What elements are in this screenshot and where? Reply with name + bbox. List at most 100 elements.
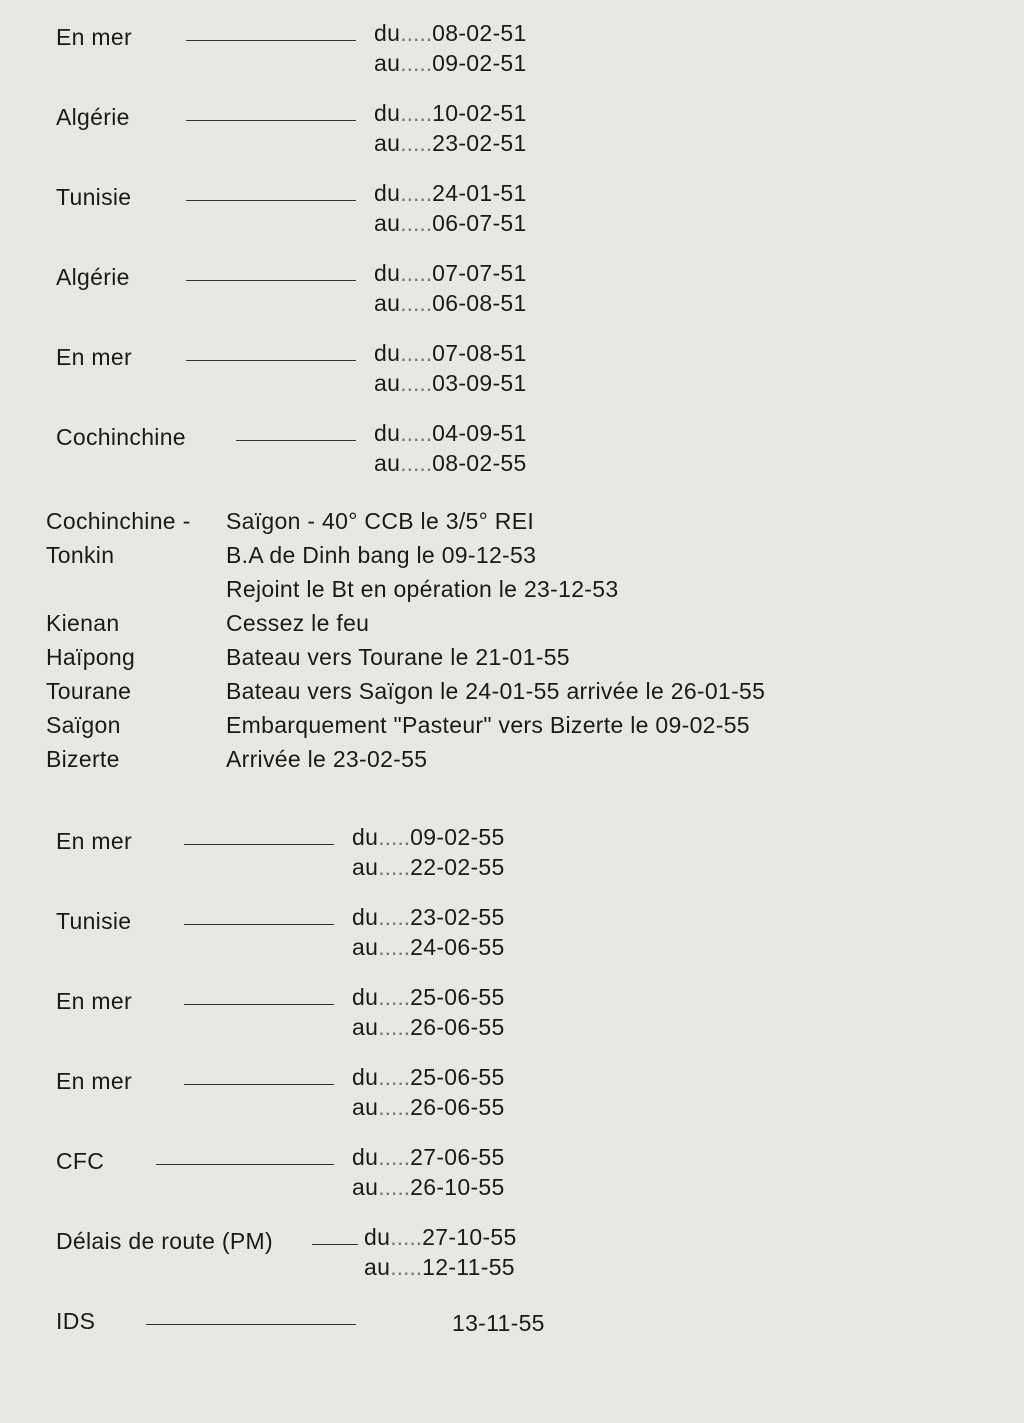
date-to: 26-06-55	[410, 1014, 504, 1040]
date-to: 08-02-55	[432, 450, 526, 476]
note-text: Saïgon - 40° CCB le 3/5° REI	[226, 504, 984, 538]
note-row: Rejoint le Bt en opération le 23-12-53	[46, 572, 984, 606]
rule-line	[146, 1324, 356, 1325]
date-from: 08-02-51	[432, 20, 526, 46]
period-dates: du.....25-06-55 au.....26-06-55	[352, 982, 505, 1042]
period-row: En mer du.....25-06-55 au.....26-06-55	[56, 982, 984, 1048]
period-label: Tunisie	[56, 184, 131, 211]
rule-line	[184, 844, 334, 845]
period-dates: 13-11-55	[452, 1308, 545, 1338]
date-to: 23-02-51	[432, 130, 526, 156]
rule-line	[184, 1004, 334, 1005]
note-text: Embarquement "Pasteur" vers Bizerte le 0…	[226, 708, 984, 742]
note-location: Haïpong	[46, 640, 226, 674]
period-label: Tunisie	[56, 908, 131, 935]
date-from: 07-08-51	[432, 340, 526, 366]
note-location: Saïgon	[46, 708, 226, 742]
period-row: Algérie du.....07-07-51 au.....06-08-51	[56, 258, 984, 324]
note-text: Arrivée le 23-02-55	[226, 742, 984, 776]
period-dates: du.....25-06-55 au.....26-06-55	[352, 1062, 505, 1122]
notes-block: Cochinchine - Saïgon - 40° CCB le 3/5° R…	[46, 504, 984, 776]
note-location	[46, 572, 226, 606]
note-location: Tonkin	[46, 538, 226, 572]
note-row: Tonkin B.A de Dinh bang le 09-12-53	[46, 538, 984, 572]
date-from: 24-01-51	[432, 180, 526, 206]
rule-line	[186, 200, 356, 201]
note-text: Rejoint le Bt en opération le 23-12-53	[226, 572, 984, 606]
date-to: 22-02-55	[410, 854, 504, 880]
period-label: En mer	[56, 24, 132, 51]
period-row: En mer du.....25-06-55 au.....26-06-55	[56, 1062, 984, 1128]
date-to: 03-09-51	[432, 370, 526, 396]
rule-line	[186, 40, 356, 41]
period-row: Algérie du.....10-02-51 au.....23-02-51	[56, 98, 984, 164]
date-from: 25-06-55	[410, 1064, 504, 1090]
rule-line	[186, 280, 356, 281]
rule-line	[236, 440, 356, 441]
service-record-page: En mer du.....08-02-51 au.....09-02-51 A…	[0, 0, 1024, 1406]
date-from: 10-02-51	[432, 100, 526, 126]
period-dates: du.....27-10-55 au.....12-11-55	[364, 1222, 517, 1282]
period-row: Tunisie du.....23-02-55 au.....24-06-55	[56, 902, 984, 968]
date-to: 24-06-55	[410, 934, 504, 960]
period-dates: du.....23-02-55 au.....24-06-55	[352, 902, 505, 962]
period-row: Tunisie du.....24-01-51 au.....06-07-51	[56, 178, 984, 244]
rule-line	[312, 1244, 358, 1245]
note-row: Saïgon Embarquement "Pasteur" vers Bizer…	[46, 708, 984, 742]
date-to: 06-08-51	[432, 290, 526, 316]
note-text: Bateau vers Tourane le 21-01-55	[226, 640, 984, 674]
period-label: Algérie	[56, 104, 130, 131]
date-from: 27-06-55	[410, 1144, 504, 1170]
date-to: 06-07-51	[432, 210, 526, 236]
period-dates: du.....10-02-51 au.....23-02-51	[374, 98, 527, 158]
date-from: 23-02-55	[410, 904, 504, 930]
note-text: B.A de Dinh bang le 09-12-53	[226, 538, 984, 572]
period-dates: du.....07-08-51 au.....03-09-51	[374, 338, 527, 398]
period-label: Cochinchine	[56, 424, 186, 451]
period-row: En mer du.....09-02-55 au.....22-02-55	[56, 822, 984, 888]
note-row: Cochinchine - Saïgon - 40° CCB le 3/5° R…	[46, 504, 984, 538]
date-from: 25-06-55	[410, 984, 504, 1010]
rule-line	[184, 924, 334, 925]
date-from: 09-02-55	[410, 824, 504, 850]
period-row: En mer du.....07-08-51 au.....03-09-51	[56, 338, 984, 404]
period-row: En mer du.....08-02-51 au.....09-02-51	[56, 18, 984, 84]
rule-line	[156, 1164, 334, 1165]
date-to: 26-06-55	[410, 1094, 504, 1120]
note-location: Kienan	[46, 606, 226, 640]
rule-line	[184, 1084, 334, 1085]
period-dates: du.....27-06-55 au.....26-10-55	[352, 1142, 505, 1202]
period-label: CFC	[56, 1148, 104, 1175]
period-label: En mer	[56, 344, 132, 371]
rule-line	[186, 360, 356, 361]
period-dates: du.....07-07-51 au.....06-08-51	[374, 258, 527, 318]
rule-line	[186, 120, 356, 121]
period-dates: du.....04-09-51 au.....08-02-55	[374, 418, 527, 478]
section-1: En mer du.....08-02-51 au.....09-02-51 A…	[56, 18, 984, 484]
note-location: Bizerte	[46, 742, 226, 776]
period-label: En mer	[56, 828, 132, 855]
date-from: 07-07-51	[432, 260, 526, 286]
period-row: CFC du.....27-06-55 au.....26-10-55	[56, 1142, 984, 1208]
section-2: En mer du.....09-02-55 au.....22-02-55 T…	[56, 822, 984, 1342]
period-dates: du.....08-02-51 au.....09-02-51	[374, 18, 527, 78]
period-dates: du.....09-02-55 au.....22-02-55	[352, 822, 505, 882]
note-text: Bateau vers Saïgon le 24-01-55 arrivée l…	[226, 674, 984, 708]
date-to: 26-10-55	[410, 1174, 504, 1200]
note-row: Tourane Bateau vers Saïgon le 24-01-55 a…	[46, 674, 984, 708]
period-row-single: IDS 13-11-55	[56, 1302, 984, 1342]
note-location: Tourane	[46, 674, 226, 708]
note-text: Cessez le feu	[226, 606, 984, 640]
date-to: 09-02-51	[432, 50, 526, 76]
period-label: En mer	[56, 1068, 132, 1095]
period-dates: du.....24-01-51 au.....06-07-51	[374, 178, 527, 238]
period-label: Algérie	[56, 264, 130, 291]
period-label: Délais de route (PM)	[56, 1228, 273, 1255]
date-to: 12-11-55	[422, 1254, 515, 1280]
period-label: IDS	[56, 1308, 95, 1335]
period-row: Délais de route (PM) du.....27-10-55 au.…	[56, 1222, 984, 1288]
date-from: 04-09-51	[432, 420, 526, 446]
note-location: Cochinchine -	[46, 504, 226, 538]
date-from: 27-10-55	[422, 1224, 516, 1250]
note-row: Kienan Cessez le feu	[46, 606, 984, 640]
